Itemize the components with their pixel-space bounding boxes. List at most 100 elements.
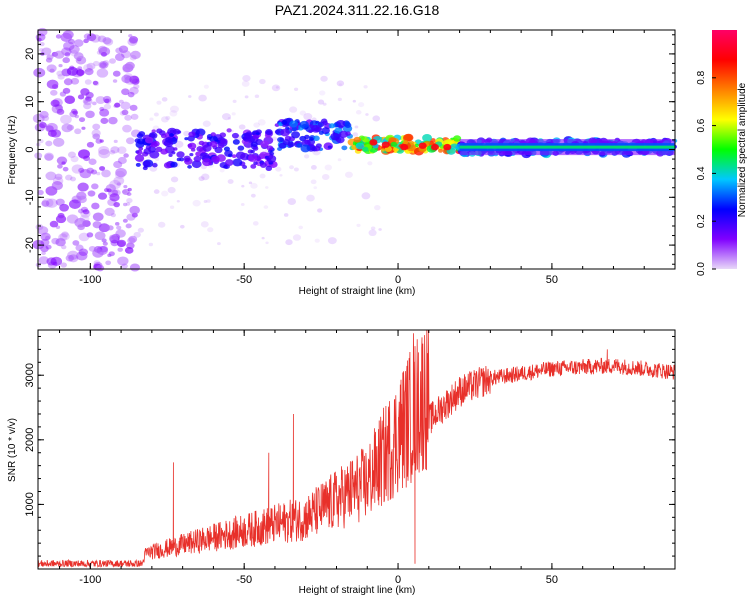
spectrogram-blob xyxy=(127,237,136,244)
spectrogram-blob xyxy=(102,37,112,45)
spectrogram-blob xyxy=(187,164,192,169)
spectrogram-blob xyxy=(250,164,257,169)
spectrogram-blob xyxy=(70,176,76,182)
spectrogram-blob xyxy=(52,176,64,186)
spectrogram-blob xyxy=(209,135,218,143)
spectrogram-y-label: Frequency (Hz) xyxy=(7,116,18,185)
spectrogram-blob xyxy=(68,45,80,54)
spectrogram-blob xyxy=(322,102,327,106)
spectrogram-blob xyxy=(41,200,50,207)
spectrogram-blob xyxy=(123,73,133,81)
spectrogram-blob xyxy=(102,95,112,103)
spectrogram-blob xyxy=(39,48,44,52)
spectrogram-blob xyxy=(117,156,127,165)
spectrogram-blob xyxy=(102,241,108,246)
spectrogram-blob xyxy=(78,248,89,257)
spectrogram-blob xyxy=(198,176,205,182)
spectrogram-blob xyxy=(260,140,269,148)
spectrogram-blob xyxy=(157,221,166,228)
snr-y-ticks: 1000 2000 3000 xyxy=(24,335,675,570)
spectrogram-blob xyxy=(231,132,239,139)
spectrogram-x-ticks: -100 -50 0 50 xyxy=(59,30,676,286)
spectrogram-blob xyxy=(356,223,361,228)
spectrogram-blob xyxy=(253,122,260,128)
spectrogram-blob xyxy=(70,155,79,163)
spectrogram-blob xyxy=(313,186,318,190)
spectrogram-blob xyxy=(269,151,275,156)
spectrogram-blob xyxy=(62,57,70,64)
spectrogram-blob xyxy=(133,83,140,90)
spectrogram-blob xyxy=(430,138,436,143)
spectrogram-blob xyxy=(67,250,79,260)
spectrogram-blob xyxy=(114,53,125,61)
spectrogram-blob xyxy=(170,176,179,183)
spectrogram-blob xyxy=(70,77,80,85)
spectrogram-blob xyxy=(296,142,303,148)
spectrogram-blob xyxy=(265,130,273,136)
spectrogram-blob xyxy=(91,183,99,190)
spectrogram-blob xyxy=(322,120,328,125)
spectrogram-blob xyxy=(281,120,288,125)
spectrogram-blob xyxy=(57,164,63,169)
spectrogram-blob xyxy=(46,64,57,73)
spectrogram-blob xyxy=(77,66,83,71)
spectrogram-blob xyxy=(189,153,194,157)
spectrogram-blob xyxy=(312,135,320,142)
colorbar: 0.0 0.2 0.4 0.6 0.8 Normalized spectral ampl… xyxy=(696,30,748,276)
spectrogram-blob xyxy=(291,131,301,139)
spectrogram-blob xyxy=(165,115,171,120)
spectrogram-blob xyxy=(113,139,118,144)
spectrogram-blob xyxy=(232,158,243,167)
spectrogram-blob xyxy=(143,148,152,155)
spectrogram-blob xyxy=(45,140,53,147)
spectrogram-blob xyxy=(138,131,146,137)
spectrogram-blob xyxy=(176,157,181,162)
spectrogram-blob xyxy=(225,159,234,166)
spectrogram-blob xyxy=(247,154,258,162)
spectrogram-blob xyxy=(237,145,245,151)
spectrogram-blob xyxy=(200,221,209,228)
spectrogram-blob xyxy=(125,137,135,145)
spectrogram-blob xyxy=(74,217,87,228)
spectrogram-blob xyxy=(115,167,127,178)
spectrogram-blob xyxy=(109,193,120,202)
spectrogram-blob xyxy=(191,160,202,169)
spectrogram-blob xyxy=(370,226,376,231)
spectrogram-blob xyxy=(176,200,180,203)
spectrogram-blob xyxy=(337,158,342,162)
spectrogram-blob xyxy=(116,239,127,248)
spectrogram-blob xyxy=(231,112,236,116)
spectrogram-blob xyxy=(250,193,256,198)
spectrogram-blob xyxy=(221,113,231,121)
spectrogram-blob xyxy=(183,155,191,162)
spectrogram-blob xyxy=(289,120,299,128)
spectrogram-blob xyxy=(60,114,72,125)
spectrogram-blob xyxy=(170,161,178,168)
spectrogram-blob xyxy=(109,58,116,64)
spectrogram-blob xyxy=(167,186,176,194)
spectrogram-blob xyxy=(83,100,88,104)
spectrogram-blob xyxy=(265,186,269,189)
spectrogram-blob xyxy=(98,145,110,155)
spectrogram-blob xyxy=(341,145,348,151)
spectrogram-blob xyxy=(46,122,58,133)
spectrogram-blob xyxy=(198,140,205,146)
spectrogram-blob xyxy=(96,171,101,176)
spectrogram-blob xyxy=(96,264,105,272)
spectrogram-blob xyxy=(363,85,368,89)
spectrogram-blob xyxy=(84,68,94,76)
spectrogram-blob xyxy=(138,146,144,151)
spectrogram-blob xyxy=(92,248,104,258)
spectrogram-blob xyxy=(41,198,54,208)
spectrogram-blob xyxy=(118,45,129,53)
spectrogram-blob xyxy=(300,144,311,153)
spectrogram-blob xyxy=(148,242,154,247)
spectrogram-blob xyxy=(54,50,65,59)
spectrogram-blob xyxy=(74,128,82,135)
spectrogram-blob xyxy=(250,149,255,154)
spectrogram-blob xyxy=(122,124,132,133)
spectrogram-blob xyxy=(202,158,212,167)
spectrogram-blob xyxy=(192,199,201,207)
spectrogram-blob xyxy=(292,234,302,241)
spectrogram-blob xyxy=(61,231,69,238)
